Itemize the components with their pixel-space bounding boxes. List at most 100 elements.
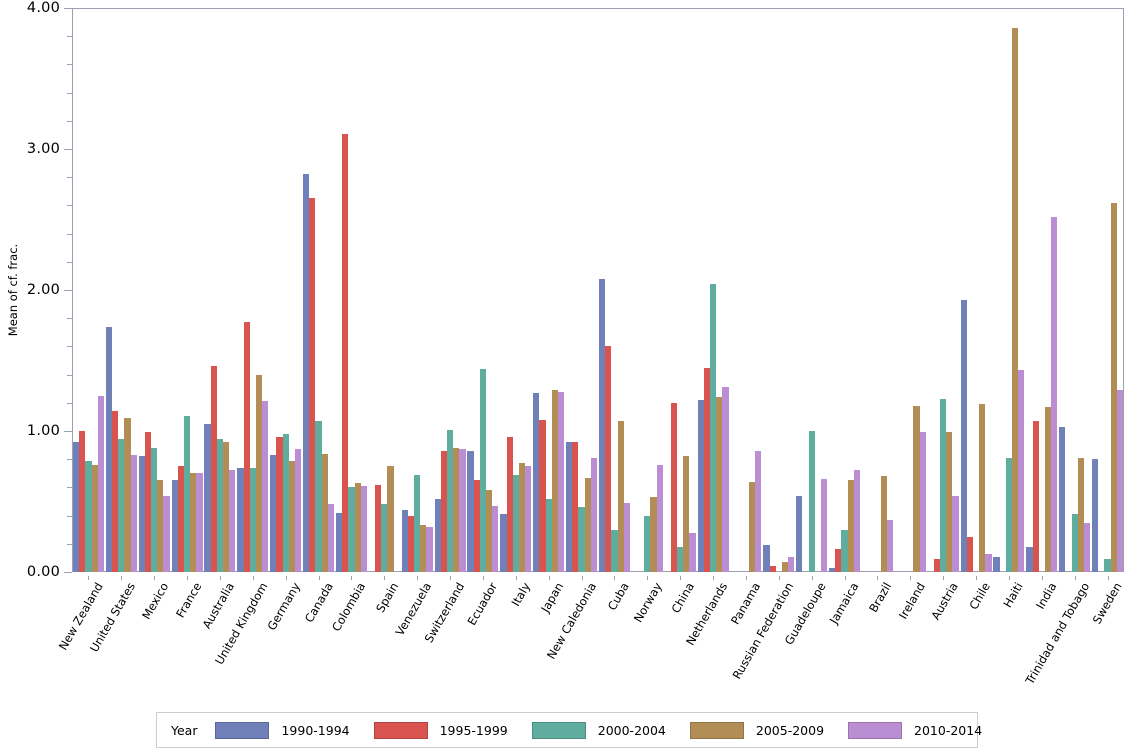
bar[interactable] [979,404,986,572]
bar[interactable] [644,515,651,572]
bar[interactable] [255,374,263,572]
bar[interactable] [270,454,277,572]
bar[interactable] [1110,202,1117,572]
bar[interactable] [473,480,480,572]
bar[interactable] [913,405,920,572]
bar[interactable] [407,515,415,572]
bar[interactable] [886,519,893,572]
bar[interactable] [1077,457,1084,572]
bar[interactable] [204,423,211,572]
bar[interactable] [835,549,842,572]
bar[interactable] [1018,370,1025,572]
bar[interactable] [677,546,684,572]
bar[interactable] [796,495,803,572]
bar[interactable] [1083,522,1091,572]
bar[interactable] [348,487,355,572]
bar[interactable] [401,509,408,572]
bar[interactable] [440,450,447,572]
bar[interactable] [683,456,690,572]
bar[interactable] [85,460,92,572]
bar[interactable] [584,477,591,572]
bar[interactable] [769,566,776,572]
bar[interactable] [1104,559,1111,572]
bar[interactable] [578,507,585,572]
bar[interactable] [375,484,382,572]
legend-item[interactable]: 1995-1999 [373,721,508,739]
bar[interactable] [853,470,861,572]
bar[interactable] [841,529,848,572]
bar[interactable] [716,397,723,572]
bar[interactable] [171,480,178,572]
bar[interactable] [151,447,158,572]
bar[interactable] [434,498,441,572]
bar[interactable] [960,299,967,572]
bar[interactable] [163,495,170,572]
bar[interactable] [880,476,887,572]
bar[interactable] [539,419,546,572]
bar[interactable] [97,395,104,572]
bar[interactable] [459,449,466,572]
bar[interactable] [210,366,217,572]
bar[interactable] [697,399,704,572]
bar[interactable] [144,432,152,572]
bar[interactable] [303,174,310,572]
bar[interactable] [262,401,269,572]
bar[interactable] [216,439,224,572]
bar[interactable] [788,556,795,572]
bar[interactable] [91,464,98,572]
bar[interactable] [551,390,558,572]
bar[interactable] [190,473,197,572]
bar[interactable] [670,402,678,572]
bar[interactable] [572,442,579,572]
bar[interactable] [1032,421,1039,572]
bar[interactable] [249,467,256,572]
bar[interactable] [79,431,86,572]
bar[interactable] [446,429,454,572]
bar[interactable] [808,431,815,572]
bar[interactable] [952,495,959,572]
bar[interactable] [590,457,598,572]
bar[interactable] [72,442,80,572]
legend-item[interactable]: 2000-2004 [531,721,666,739]
bar[interactable] [315,421,322,572]
bar[interactable] [1059,426,1066,572]
bar[interactable] [946,432,953,572]
bar[interactable] [243,322,250,572]
bar[interactable] [847,480,854,572]
bar[interactable] [1116,390,1124,572]
bar[interactable] [829,567,836,572]
bar[interactable] [183,415,191,572]
bar[interactable] [650,497,657,572]
bar[interactable] [557,391,565,572]
bar[interactable] [966,536,973,572]
bar[interactable] [623,502,630,572]
bar[interactable] [118,439,125,572]
bar[interactable] [598,278,606,572]
bar[interactable] [919,432,926,572]
bar[interactable] [112,411,119,572]
bar[interactable] [479,368,487,572]
bar[interactable] [656,464,663,572]
bar[interactable] [138,456,145,572]
bar[interactable] [327,504,335,572]
bar[interactable] [820,478,828,572]
bar[interactable] [157,480,164,572]
bar[interactable] [518,463,526,572]
bar[interactable] [709,284,717,572]
bar[interactable] [486,490,493,572]
bar[interactable] [940,398,947,572]
bar[interactable] [763,545,770,572]
legend-item[interactable]: 1990-1994 [215,721,350,739]
bar[interactable] [545,498,552,572]
bar[interactable] [689,532,696,572]
bar[interactable] [506,436,513,572]
bar[interactable] [933,559,941,572]
bar[interactable] [354,483,361,572]
bar[interactable] [309,198,316,572]
legend-item[interactable]: 2010-2014 [848,721,982,739]
bar[interactable] [177,466,184,572]
bar[interactable] [414,474,421,572]
bar[interactable] [703,367,710,572]
bar[interactable] [1071,514,1078,572]
bar[interactable] [276,436,283,572]
